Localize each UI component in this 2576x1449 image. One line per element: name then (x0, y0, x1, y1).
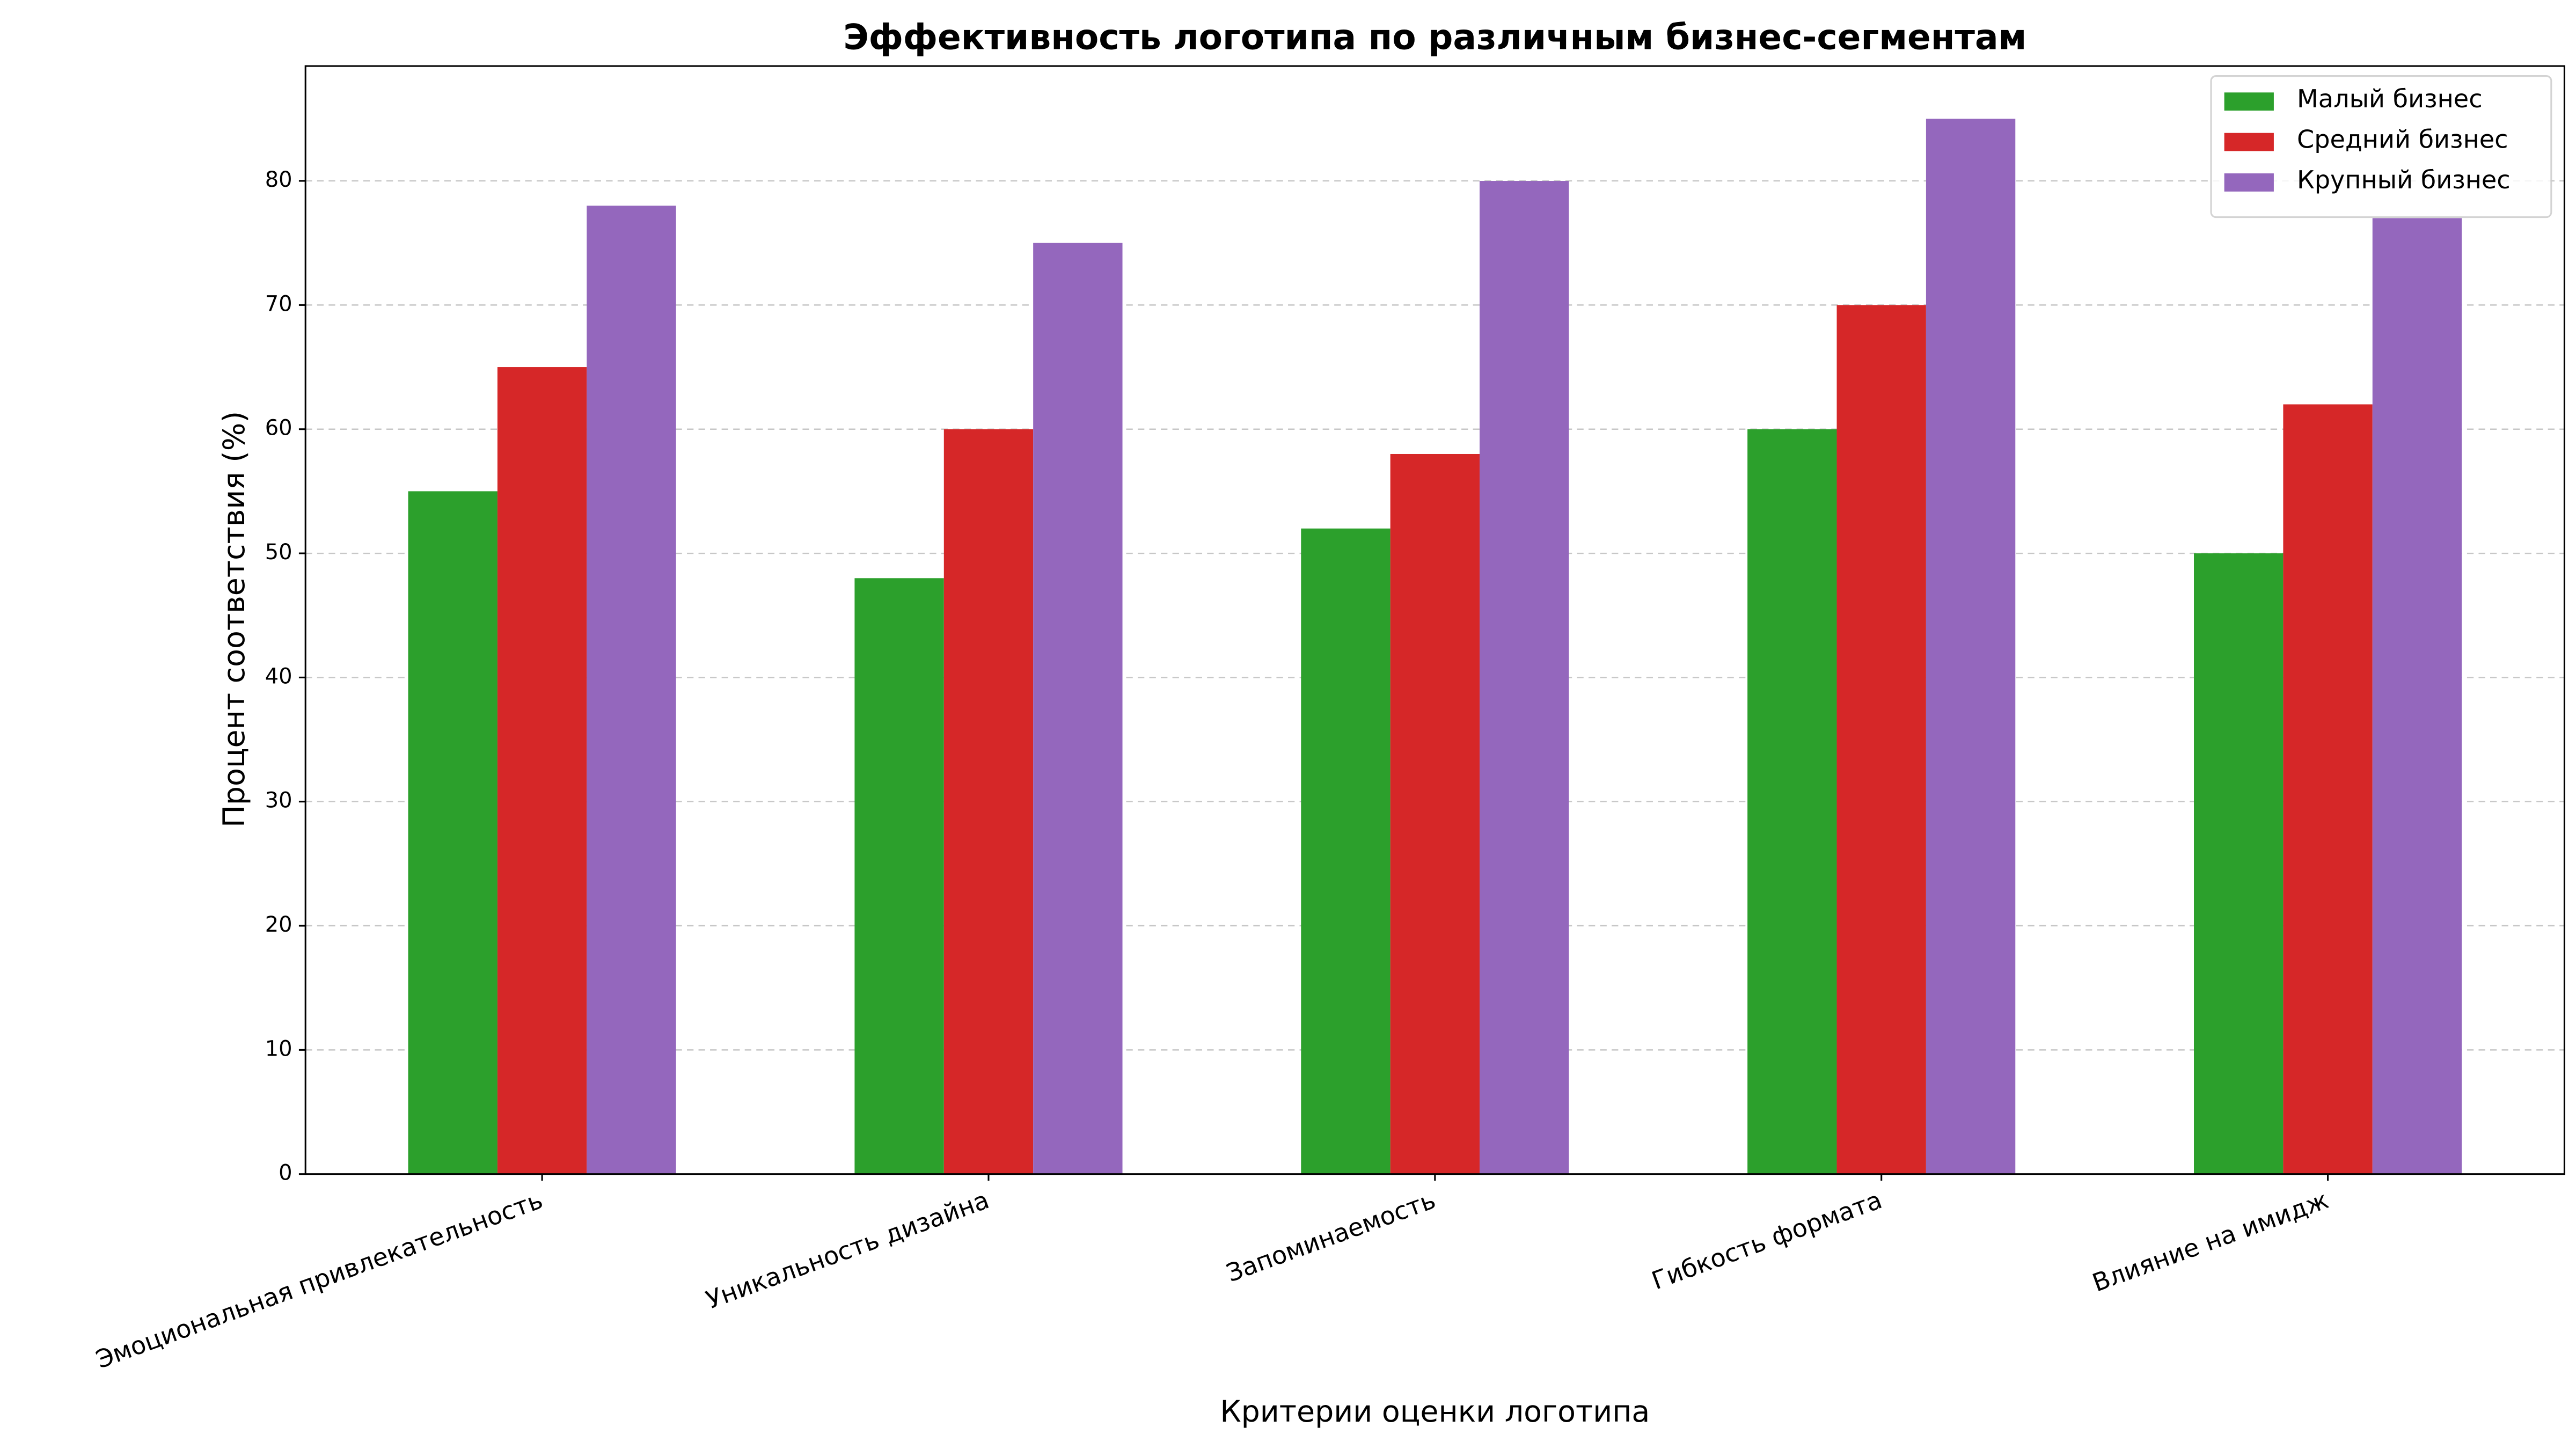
chart-title: Эффективность логотипа по различным бизн… (843, 17, 2026, 57)
legend-swatch (2224, 133, 2274, 151)
y-axis-label: Процент соответствия (%) (217, 411, 252, 828)
y-tick-label: 40 (265, 664, 292, 689)
bar (1926, 119, 2016, 1174)
y-tick-label: 70 (265, 291, 292, 316)
y-tick-label: 10 (265, 1036, 292, 1061)
y-tick-label: 30 (265, 788, 292, 813)
bar (1480, 181, 1569, 1174)
bar (1301, 528, 1391, 1174)
bar (497, 367, 587, 1174)
legend-label: Средний бизнес (2297, 125, 2508, 154)
bar (1836, 305, 1926, 1174)
x-axis-label: Критерии оценки логотипа (1220, 1395, 1650, 1429)
bar (943, 429, 1034, 1174)
y-tick-label: 50 (265, 540, 292, 565)
y-tick-label: 60 (265, 416, 292, 441)
bar (1390, 453, 1480, 1174)
legend-swatch (2224, 92, 2274, 111)
bar (587, 206, 676, 1174)
bar (2194, 553, 2284, 1174)
y-tick-label: 20 (265, 912, 292, 937)
legend: Малый бизнес Средний бизнес Крупный бизнес (2210, 75, 2552, 218)
bar (2372, 218, 2462, 1174)
plot-frame (304, 65, 2565, 1175)
legend-label: Крупный бизнес (2297, 165, 2511, 194)
bar (854, 578, 944, 1174)
bar (1033, 243, 1123, 1174)
bar (408, 491, 497, 1174)
y-tick-label: 80 (265, 167, 292, 192)
y-tick-label: 0 (279, 1161, 292, 1185)
legend-frame (2210, 75, 2552, 218)
bar (2283, 404, 2373, 1174)
legend-label: Малый бизнес (2297, 84, 2483, 113)
bar (1747, 429, 1837, 1174)
legend-swatch (2224, 173, 2274, 192)
